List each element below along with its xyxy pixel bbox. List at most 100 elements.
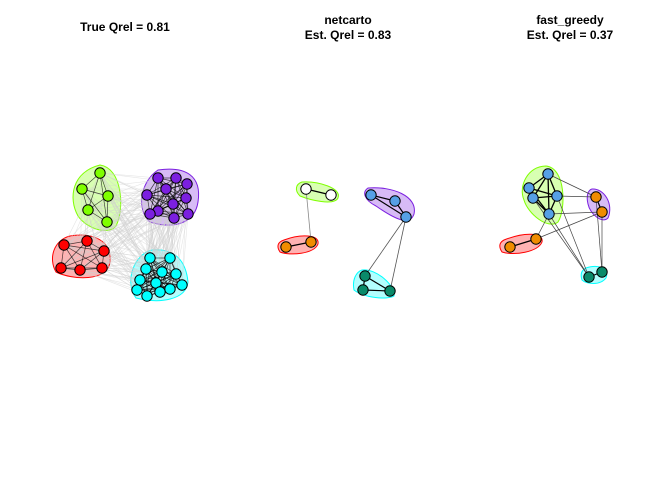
panel-title-fastgreedy: fast_greedy Est. Qrel = 0.37 [500, 13, 640, 43]
edge-within [173, 183, 188, 219]
edge-within [149, 177, 159, 215]
node-blue [542, 168, 554, 180]
edge-between [389, 216, 407, 292]
node-red [58, 239, 70, 251]
edge-between [60, 194, 148, 269]
node-white [300, 183, 312, 195]
edge-between [364, 216, 407, 277]
edge-between [103, 213, 151, 252]
panel-title-line: netcarto [324, 13, 372, 27]
node-purple [144, 208, 156, 220]
node-green [101, 216, 113, 228]
edge-within [146, 194, 187, 199]
node-purple [167, 198, 179, 210]
edge-within [370, 194, 407, 218]
node-blue [400, 211, 412, 223]
node-purple [181, 178, 193, 190]
node-green [82, 204, 94, 216]
node-green [102, 190, 114, 202]
edge-between [556, 195, 597, 198]
edge-between [101, 257, 171, 269]
node-purple [160, 183, 172, 195]
panel-title-line: fast_greedy [536, 13, 604, 27]
edge-within [87, 172, 101, 211]
edge-between [548, 213, 590, 278]
node-teal [596, 266, 608, 278]
panel-title-true: True Qrel = 0.81 [55, 20, 195, 35]
node-purple [168, 212, 180, 224]
node-blue [523, 182, 535, 194]
node-teal [357, 284, 369, 296]
node-cyan [144, 252, 156, 264]
node-red [74, 264, 86, 276]
edge-between [60, 172, 101, 269]
edge-between [63, 195, 109, 246]
node-orange [280, 241, 292, 253]
node-blue [527, 192, 539, 204]
node-blue [389, 195, 401, 207]
edge-between [79, 188, 167, 271]
edge-between [532, 197, 590, 278]
node-red [98, 245, 110, 257]
node-cyan [141, 290, 153, 302]
node-teal [384, 285, 396, 297]
node-teal [359, 270, 371, 282]
edge-between [99, 172, 183, 286]
edge-between [79, 210, 159, 271]
community-hull-green [521, 165, 564, 225]
node-orange [305, 236, 317, 248]
edge-between [181, 213, 189, 286]
edge-within [157, 183, 188, 212]
edge-between [157, 210, 171, 259]
node-cyan [134, 274, 146, 286]
node-cyan [164, 283, 176, 295]
node-green [76, 183, 88, 195]
node-orange [504, 241, 516, 253]
node-red [96, 262, 108, 274]
edge-between [107, 177, 159, 197]
edge-between [106, 177, 159, 223]
edge-between [79, 269, 138, 291]
edge-between [547, 173, 597, 198]
edge-within [63, 244, 105, 252]
node-purple [152, 172, 164, 184]
edge-within [139, 273, 177, 281]
panel-title-line: True Qrel = 0.81 [80, 20, 170, 34]
edge-between [63, 244, 147, 270]
node-blue [551, 190, 563, 202]
node-blue [543, 208, 555, 220]
node-cyan [176, 279, 188, 291]
panel-title-line: Est. Qrel = 0.37 [526, 28, 614, 42]
node-cyan [154, 286, 166, 298]
edge-within [157, 177, 175, 219]
node-blue [365, 189, 377, 201]
node-red [81, 235, 93, 247]
node-orange [596, 206, 608, 218]
edge-between [63, 177, 159, 246]
edge-between [548, 211, 603, 215]
edge-between [86, 240, 141, 281]
node-purple [170, 172, 182, 184]
panel-title-netcarto: netcarto Est. Qrel = 0.83 [278, 13, 418, 43]
edge-between [103, 250, 151, 259]
node-green [94, 167, 106, 179]
edge-within [173, 177, 177, 219]
panel-title-line: Est. Qrel = 0.83 [304, 28, 392, 42]
edge-within [60, 250, 105, 269]
edge-between [63, 213, 151, 246]
edge-within [60, 240, 88, 269]
edge-between [161, 217, 175, 273]
node-orange [590, 191, 602, 203]
edge-between [86, 240, 171, 259]
node-orange [530, 233, 542, 245]
node-purple [182, 208, 194, 220]
node-purple [141, 189, 153, 201]
edge-between [99, 172, 159, 179]
edge-between [60, 213, 151, 269]
edge-between [556, 195, 590, 278]
edge-between [175, 213, 189, 275]
node-cyan [140, 263, 152, 275]
node-cyan [131, 284, 143, 296]
